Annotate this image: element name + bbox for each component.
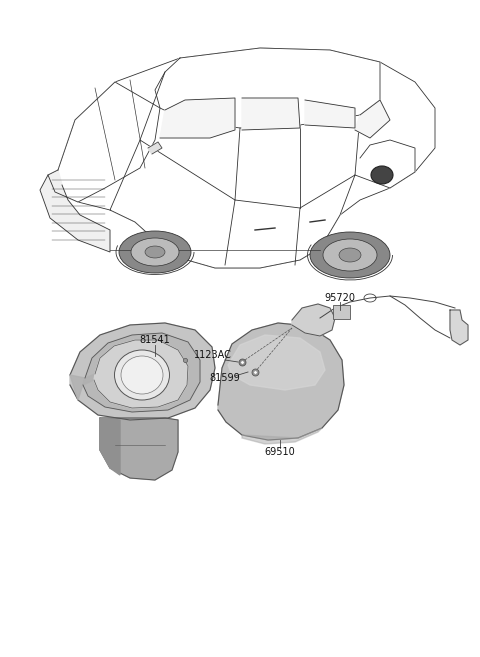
Polygon shape	[292, 304, 335, 336]
Polygon shape	[48, 82, 160, 202]
Polygon shape	[100, 418, 120, 475]
Text: 81599: 81599	[210, 373, 240, 383]
Polygon shape	[242, 428, 322, 444]
Polygon shape	[40, 170, 110, 252]
Polygon shape	[155, 48, 380, 128]
Ellipse shape	[121, 356, 163, 394]
Polygon shape	[450, 310, 468, 345]
Polygon shape	[100, 418, 178, 480]
Ellipse shape	[323, 239, 377, 271]
Polygon shape	[110, 140, 355, 268]
Text: 81541: 81541	[140, 335, 170, 345]
Polygon shape	[355, 140, 415, 188]
Polygon shape	[305, 100, 355, 128]
Polygon shape	[83, 333, 200, 412]
Ellipse shape	[119, 231, 191, 273]
Ellipse shape	[131, 238, 179, 266]
Ellipse shape	[371, 166, 393, 184]
Polygon shape	[70, 374, 95, 400]
Polygon shape	[70, 323, 215, 420]
Polygon shape	[160, 98, 235, 138]
Polygon shape	[218, 323, 344, 440]
Polygon shape	[228, 335, 325, 390]
Ellipse shape	[145, 246, 165, 258]
Polygon shape	[48, 48, 435, 268]
Ellipse shape	[339, 248, 361, 262]
Polygon shape	[148, 142, 162, 154]
Ellipse shape	[115, 350, 169, 400]
Polygon shape	[94, 340, 188, 408]
Text: 69510: 69510	[264, 447, 295, 457]
Polygon shape	[355, 100, 390, 138]
Text: 95720: 95720	[324, 293, 356, 303]
Text: 1123AC: 1123AC	[194, 350, 232, 360]
Polygon shape	[242, 98, 300, 130]
Ellipse shape	[310, 232, 390, 278]
FancyBboxPatch shape	[333, 305, 350, 319]
